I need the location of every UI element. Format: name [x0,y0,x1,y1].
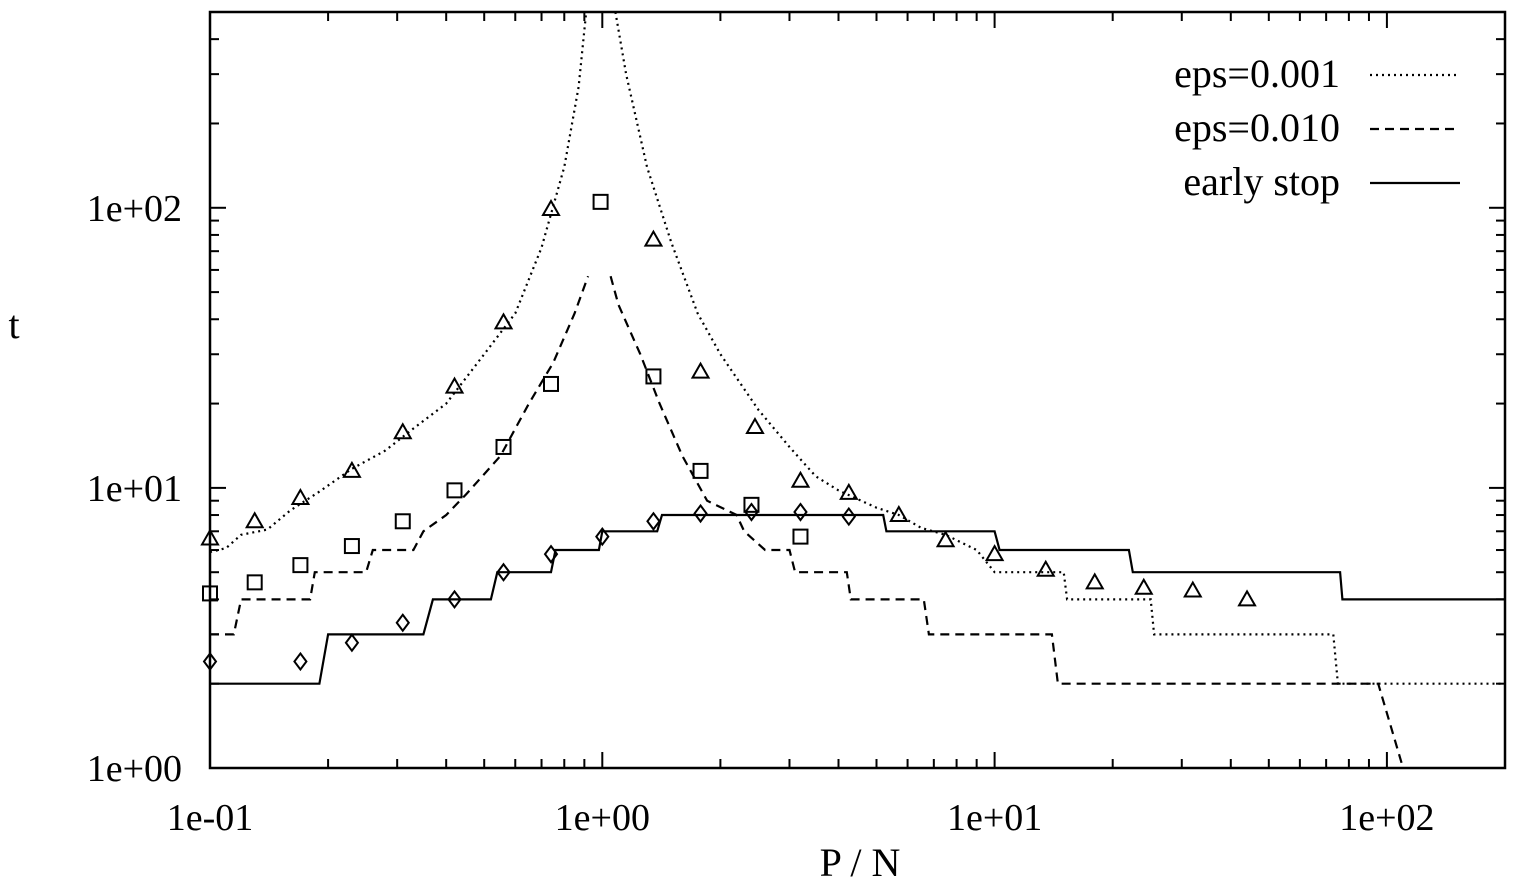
diamond-marker [543,544,559,564]
diamond-marker [395,613,411,633]
diamond-marker [793,502,808,522]
y-tick-label: 1e+00 [87,748,182,790]
square-marker [394,513,411,530]
x-tick-labels: 1e-01 1e+00 1e+01 1e+02 [167,797,1435,839]
diamond-marker [293,651,308,672]
square-marker [645,368,662,385]
diamond-marker [496,562,511,582]
square-marker [692,462,709,479]
triangle-marker [935,530,956,548]
diamond-marker [841,506,857,527]
triangle-marker [244,511,265,529]
square-marker [792,528,809,545]
legend-label: eps=0.010 [1174,105,1340,150]
triangle-marker [1237,589,1257,607]
triangle-marker [342,460,362,478]
plot-markers [200,193,1257,672]
square-marker [292,557,309,574]
triangle-marker [1183,580,1203,598]
triangle-marker [889,505,909,523]
legend-label: early stop [1183,159,1340,204]
triangle-marker [493,312,514,330]
diamond-marker [744,502,759,522]
plot-frame [208,10,1507,770]
x-axis-title: P / N [820,840,901,885]
series-line-early-stop [210,513,1505,685]
square-marker [592,193,609,210]
square-marker [743,496,760,513]
triangle-marker [984,544,1005,562]
series-line-eps-0-010 [609,275,1405,768]
square-marker [446,482,463,499]
x-tick-label: 1e+01 [947,797,1042,839]
diamond-marker [646,511,661,531]
x-tick-label: 1e+00 [555,797,650,839]
series-line-eps-0-001 [614,12,1505,685]
diamond-marker [595,526,610,547]
series-line-eps-0-010 [210,275,590,636]
triangle-marker [745,416,765,434]
square-marker [543,375,560,392]
y-tick-labels: 1e+00 1e+01 1e+02 [87,188,182,790]
plot-series [210,12,1505,768]
triangle-marker [839,482,859,500]
square-marker [246,574,263,591]
y-axis-title: t [8,302,19,347]
diamond-marker [447,589,462,610]
triangle-marker [541,198,561,217]
x-tick-label: 1e+02 [1339,797,1434,839]
triangle-marker [1036,559,1056,577]
y-tick-label: 1e+01 [87,468,182,510]
diamond-marker [344,633,360,653]
y-tick-label: 1e+02 [87,188,182,230]
square-marker [343,538,360,555]
series-line-eps-0-001 [210,12,588,554]
triangle-marker [290,488,311,506]
triangle-marker [393,422,413,440]
square-marker [495,438,512,455]
triangle-marker [1134,577,1154,595]
legend: eps=0.001 eps=0.010 early stop [1174,51,1460,204]
triangle-marker [790,470,811,488]
triangle-marker [1085,572,1105,590]
diamond-marker [693,503,708,524]
x-tick-label: 1e-01 [167,797,254,839]
triangle-marker [643,229,664,247]
legend-label: eps=0.001 [1174,51,1340,96]
triangle-marker [690,361,711,379]
triangle-marker [444,376,465,394]
